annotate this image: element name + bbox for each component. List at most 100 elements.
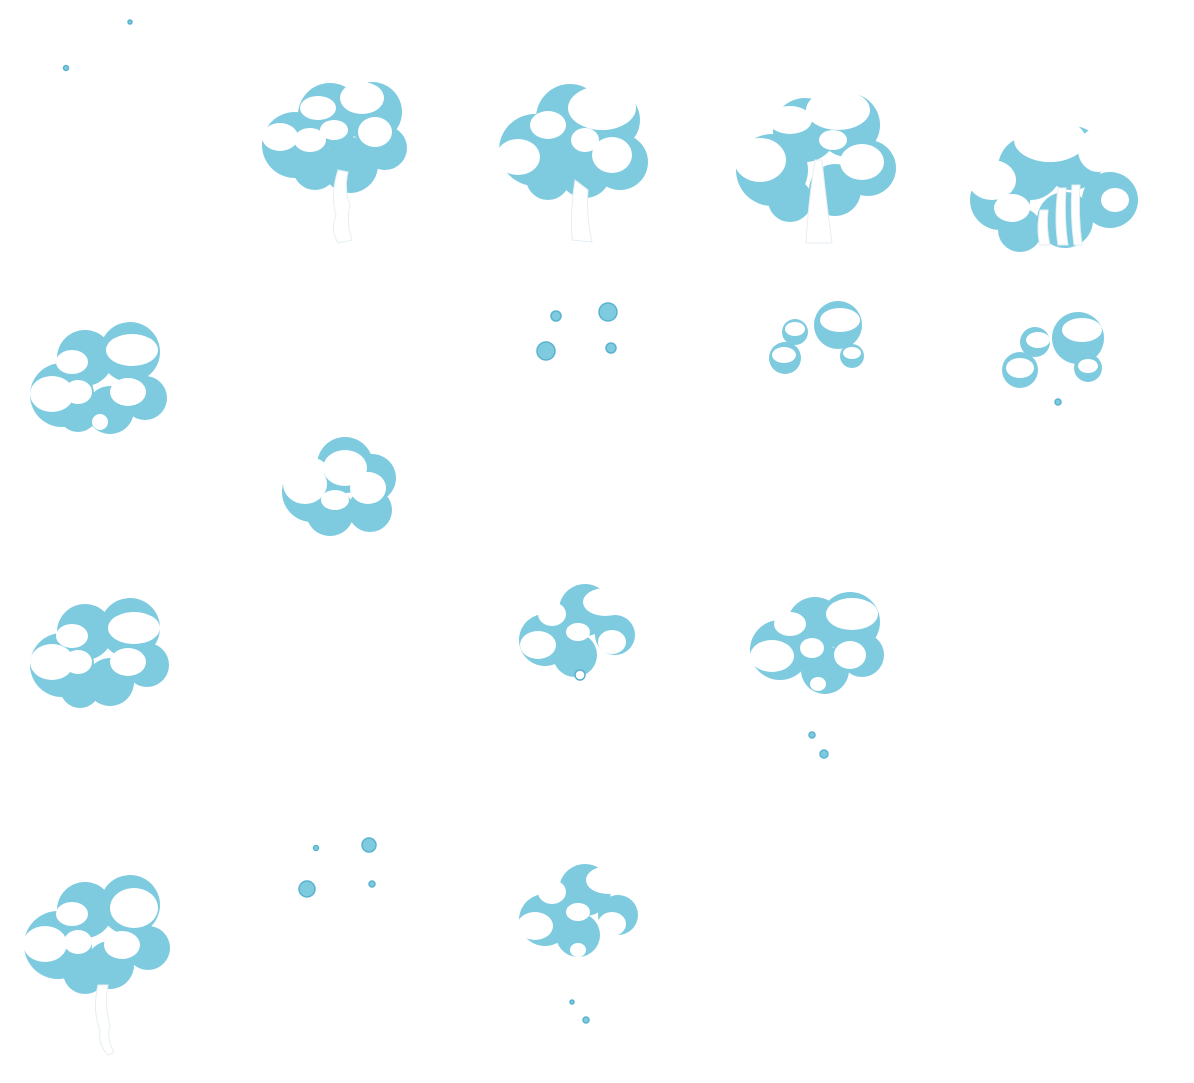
sprite-frame-r4c1 — [30, 598, 169, 780]
sprite-frame-r1c3 — [496, 84, 648, 243]
bubble — [298, 880, 316, 898]
white-puff — [110, 888, 158, 928]
sprite-frame-r2c1 — [30, 322, 167, 495]
white-puff — [298, 458, 326, 478]
bubble — [127, 19, 133, 25]
bubble — [808, 731, 816, 739]
white-puff — [517, 912, 553, 940]
vapor-stem — [94, 984, 115, 1056]
white-puff — [64, 380, 92, 404]
sprite-frame-r5c2 — [298, 837, 377, 898]
white-puff — [294, 128, 326, 152]
white-puff — [774, 612, 806, 636]
blue-puff — [768, 178, 812, 222]
sprite-frame-r4c4 — [750, 592, 884, 759]
blue-puff — [60, 668, 100, 708]
sprite-frame-r1c4 — [734, 90, 896, 244]
white-puff — [92, 414, 108, 430]
bubble — [536, 341, 556, 361]
blue-puff — [526, 156, 570, 200]
white-puff — [30, 644, 74, 680]
bubble — [361, 837, 377, 853]
sprite-frame-r1c1 — [62, 19, 133, 72]
white-puff — [568, 86, 636, 130]
white-puff — [358, 117, 392, 147]
white-puff — [1078, 359, 1098, 373]
vapor-stem — [805, 159, 833, 244]
white-puff — [583, 588, 627, 616]
white-puff — [520, 631, 556, 659]
white-puff — [800, 638, 824, 658]
sprite-frame-r1c5 — [968, 118, 1138, 252]
bubble — [598, 302, 618, 322]
white-puff — [300, 96, 336, 120]
bubble — [1054, 398, 1062, 406]
white-puff — [1101, 188, 1129, 212]
white-puff — [1006, 358, 1034, 378]
white-puff — [826, 598, 878, 630]
white-puff — [92, 736, 104, 748]
sprite-frame-r3c2 — [282, 437, 396, 536]
white-puff — [101, 755, 115, 769]
white-puff — [785, 322, 805, 336]
white-puff — [56, 350, 88, 374]
white-puff — [64, 650, 92, 674]
sprite-frame-r4c3 — [519, 584, 635, 681]
vapor-stem — [1055, 187, 1069, 246]
sprite-frame-r1c2 — [262, 82, 407, 244]
white-puff — [530, 111, 566, 139]
white-puff — [100, 772, 108, 780]
white-puff — [592, 137, 632, 173]
white-puff — [768, 106, 812, 134]
white-puff — [56, 902, 88, 926]
white-puff — [1026, 332, 1050, 348]
bubble — [550, 310, 562, 322]
bubble — [312, 844, 320, 852]
white-puff — [30, 376, 74, 412]
white-puff — [538, 880, 566, 904]
white-puff — [496, 139, 540, 175]
blue-puff — [126, 926, 170, 970]
white-puff — [320, 120, 348, 140]
white-puff — [340, 82, 384, 114]
white-puff — [586, 866, 630, 894]
white-puff — [321, 490, 349, 510]
white-puff — [571, 128, 599, 152]
white-puff — [566, 903, 590, 921]
white-puff — [820, 308, 860, 332]
white-puff — [64, 930, 92, 954]
white-puff — [968, 160, 1016, 200]
sprite-frame-r2c3 — [536, 302, 618, 361]
white-puff — [994, 194, 1030, 222]
white-puff — [834, 641, 866, 669]
blue-puff — [63, 950, 107, 994]
vapor-stem — [1037, 209, 1051, 246]
white-puff — [566, 623, 590, 641]
sprite-frame-r5c1 — [23, 875, 170, 1056]
blue-puff — [556, 913, 600, 957]
white-puff — [104, 931, 140, 959]
white-puff — [110, 648, 146, 676]
bubble — [819, 749, 829, 759]
white-puff — [843, 347, 861, 359]
bubble — [368, 880, 376, 888]
white-puff — [598, 912, 626, 936]
white-puff — [772, 347, 796, 363]
white-puff — [1062, 318, 1102, 342]
white-puff — [819, 130, 847, 150]
white-puff — [262, 123, 298, 151]
white-puff — [734, 138, 786, 182]
white-puff — [810, 677, 826, 691]
white-puff — [23, 926, 67, 962]
bubble — [582, 1016, 590, 1024]
white-puff — [570, 943, 586, 957]
white-puff — [840, 144, 884, 180]
white-puff — [110, 378, 146, 406]
vapor-stem — [570, 179, 593, 243]
white-puff — [106, 334, 158, 366]
bubble — [569, 999, 575, 1005]
white-puff — [56, 624, 88, 648]
white-puff — [1014, 118, 1086, 162]
bubble — [574, 669, 586, 681]
